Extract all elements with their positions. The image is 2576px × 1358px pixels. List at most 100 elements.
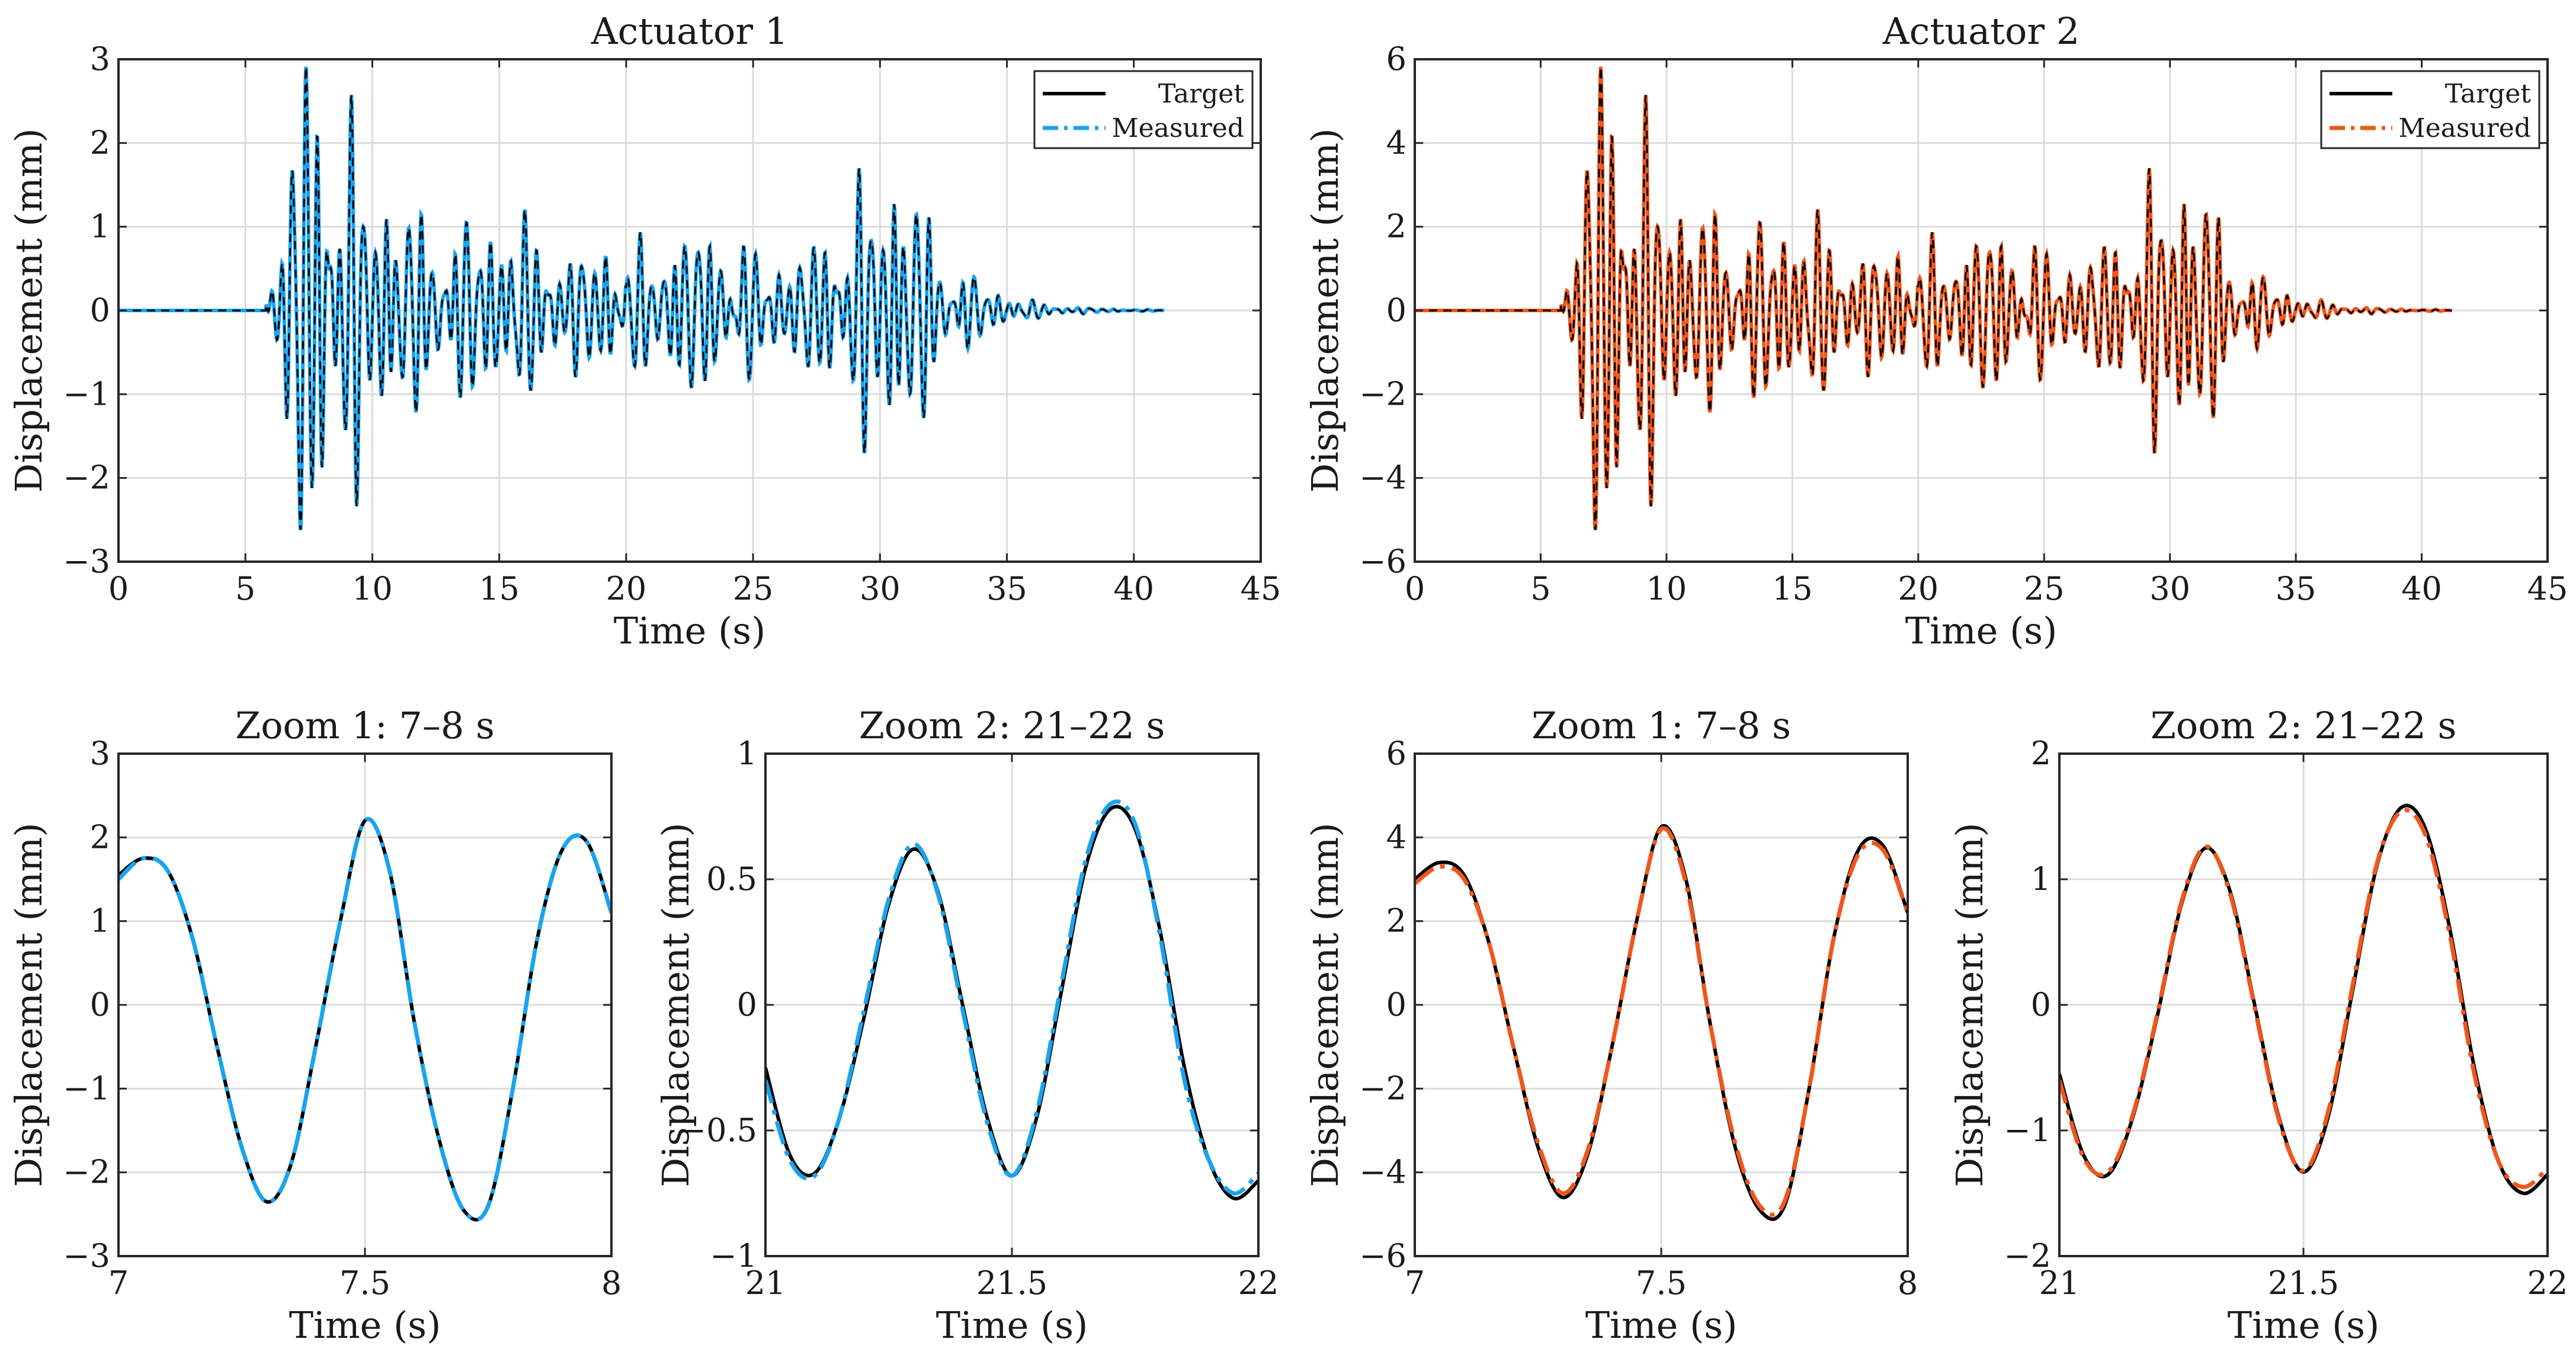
series-group [765,799,1258,1201]
x-tick-label: 22 [1238,1264,1279,1302]
x-tick-label: 7.5 [1636,1264,1687,1302]
y-tick-label: 0 [90,292,110,329]
y-tick-label: −2 [1359,1069,1406,1107]
x-axis-label: Time (s) [614,609,766,652]
x-tick-label: 35 [986,570,1027,607]
x-tick-label: 0 [108,570,129,607]
x-tick-label: 30 [2149,570,2190,607]
y-tick-label: −3 [63,1237,110,1274]
series-measured [1415,826,1908,1217]
y-tick-label: −1 [63,1069,110,1107]
legend-box [1033,70,1254,149]
y-tick-label: 0 [1386,292,1406,329]
y-axis-label: Displacement (mm) [7,822,50,1187]
chart-title: Zoom 2: 21–22 s [859,704,1165,747]
x-tick-label: 40 [2401,570,2442,607]
x-tick-label: 35 [2276,570,2317,607]
legend-label-target: Target [1158,79,1244,109]
y-tick-label: 1 [90,208,110,245]
actuator-2-zoom-1-chart: 7 7.5 8 −6 −4 −2 0 2 4 6 Zoom 1: 7–8 s Time (s) Disp… [1303,704,1918,1347]
y-tick-label: 2 [1386,902,1406,940]
series-group [1415,66,2452,531]
x-tick-label: 45 [1241,570,1281,607]
y-tick-label: 3 [90,40,110,78]
x-tick-label: 20 [606,570,647,607]
chart-title: Actuator 1 [591,9,788,53]
x-tick-label: 8 [1898,1264,1918,1302]
y-tick-label: 4 [1386,124,1406,161]
y-tick-label: 0 [737,986,757,1023]
y-tick-label: −1 [63,375,110,412]
x-tick-label: 15 [1772,570,1813,607]
x-tick-label: 5 [1530,570,1550,607]
y-axis-label: Displacement (mm) [7,128,50,492]
legend: Target Measured [2320,70,2540,149]
x-tick-label: 21 [745,1264,786,1302]
x-tick-label: 21.5 [976,1264,1047,1302]
series-group [1415,824,1908,1221]
y-tick-label: −0.5 [680,1112,757,1149]
y-tick-label: −2 [2004,1237,2051,1274]
x-tick-label: 10 [1646,570,1687,607]
y-tick-label: −6 [1359,543,1406,580]
x-tick-label: 7 [1405,1264,1425,1302]
x-tick-label: 30 [860,570,901,607]
x-tick-label: 8 [601,1264,621,1302]
y-tick-label: −4 [1359,459,1406,497]
y-tick-label: 0 [1386,986,1406,1023]
actuator-2-zoom-2-chart: 21 21.5 22 −2 −1 0 1 2 Zoom 2: 21–22 s Time (s) Di… [1948,704,2568,1347]
legend-label-measured: Measured [2399,113,2531,143]
actuator-1-zoom-2-chart: 21 21.5 22 −1 −0.5 0 0.5 1 Zoom 2: 21–22 s Time (… [654,704,1279,1347]
y-tick-label: 2 [90,124,110,161]
series-group [2059,803,2548,1196]
y-tick-label: −2 [1359,375,1406,412]
y-tick-label: 2 [90,818,110,856]
legend-box [2320,70,2540,149]
y-tick-label: 4 [1386,818,1406,856]
y-tick-label: 3 [90,735,110,772]
y-tick-label: −2 [63,1154,110,1191]
y-tick-label: 0 [2031,986,2051,1023]
y-tick-label: 0 [90,986,110,1023]
x-tick-label: 40 [1113,570,1154,607]
legend-label-measured: Measured [1112,113,1244,143]
series-group [118,66,1165,531]
y-tick-label: −1 [710,1237,757,1274]
y-axis-label: Displacement (mm) [654,822,697,1187]
legend: Target Measured [1033,70,1254,149]
y-axis-label: Displacement (mm) [1303,822,1347,1187]
x-tick-label: 0 [1405,570,1425,607]
y-tick-label: 6 [1386,40,1406,78]
x-tick-label: 20 [1898,570,1939,607]
legend-label-target: Target [2445,79,2531,109]
x-tick-label: 7.5 [339,1264,390,1302]
y-axis-label: Displacement (mm) [1303,128,1347,492]
x-tick-label: 7 [108,1264,129,1302]
y-tick-label: −2 [63,459,110,497]
series-group [118,817,611,1222]
x-tick-label: 25 [2024,570,2065,607]
x-axis-label: Time (s) [2228,1303,2380,1347]
y-tick-label: −6 [1359,1237,1406,1274]
x-axis-label: Time (s) [1585,1303,1738,1347]
x-tick-label: 25 [733,570,774,607]
y-tick-label: −1 [2004,1112,2051,1149]
series-target [118,66,1165,530]
y-tick-label: 6 [1386,735,1406,772]
series-measured [765,799,1258,1196]
chart-title: Actuator 2 [1882,9,2080,53]
series-target [1415,66,2452,530]
y-tick-label: 1 [90,902,110,940]
y-tick-label: 1 [2031,860,2051,898]
actuator-1-chart: 0 5 10 15 20 25 30 35 40 45 −3 −2 −1 0 1 2 3 Actuator 1 Ti… [7,9,1281,652]
series-measured [118,817,611,1222]
y-tick-label: 0.5 [706,860,757,898]
chart-title: Zoom 1: 7–8 s [235,704,495,747]
x-axis-label: Time (s) [936,1303,1088,1347]
y-tick-label: −3 [63,543,110,580]
x-axis-label: Time (s) [289,1303,441,1347]
series-measured [2059,808,2548,1189]
x-tick-label: 21.5 [2268,1264,2339,1302]
y-tick-label: 1 [737,735,757,772]
